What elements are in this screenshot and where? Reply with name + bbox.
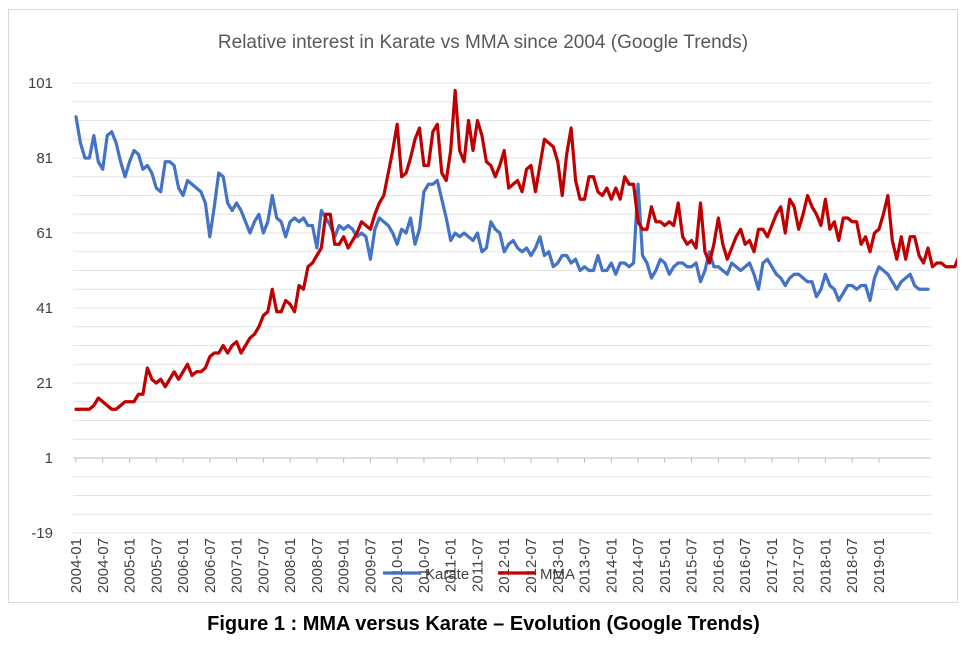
y-tick-label: 1 [45,450,53,467]
y-tick-label: 101 [28,75,53,92]
y-tick-label: 81 [36,150,53,167]
x-tick-label: 2006-07 [202,538,219,593]
x-tick-label: 2017-07 [791,538,808,593]
x-tick-label: 2013-01 [550,538,567,593]
figure-caption: Figure 1 : MMA versus Karate – Evolution… [207,613,760,635]
x-tick-label: 2005-01 [122,538,139,593]
x-tick-label: 2010-07 [416,538,433,593]
chart-area: Relative interest in Karate vs MMA since… [8,9,958,603]
x-tick-label: 2011-01 [443,538,460,592]
x-axis-ticks: 2004-01 2004-07 2005-01 2005-07 2006-01 2006-… [68,458,888,593]
x-tick-label: 2009-07 [362,538,379,593]
x-tick-label: 2013-07 [577,538,594,593]
x-tick-label: 2008-01 [282,538,299,593]
x-tick-label: 2012-01 [496,538,513,593]
x-tick-label: 2018-01 [817,538,834,593]
line-chart: Relative interest in Karate vs MMA since… [28,32,957,593]
legend: Karate MMA [383,566,575,583]
x-tick-label: 2015-01 [657,538,674,593]
y-axis-ticks: 101 81 61 41 21 1 -19 [28,75,53,542]
x-tick-label: 2009-01 [336,538,353,593]
x-tick-label: 2004-01 [68,538,85,593]
x-tick-label: 2015-07 [684,538,701,593]
x-tick-label: 2016-07 [737,538,754,593]
x-tick-label: 2006-01 [175,538,192,593]
legend-label-karate: Karate [425,566,469,583]
x-tick-label: 2010-01 [389,538,406,593]
x-tick-label: 2017-01 [764,538,781,593]
x-tick-label: 2014-07 [630,538,647,593]
x-tick-label: 2012-07 [523,538,540,593]
x-tick-label: 2007-01 [229,538,246,593]
series-line-karate [74,115,930,303]
series-lines [74,88,957,411]
series-line-mma [74,88,957,411]
y-tick-label: -19 [31,525,53,542]
x-tick-label: 2004-07 [95,538,112,593]
y-tick-label: 61 [36,225,53,242]
legend-label-mma: MMA [540,566,575,583]
x-tick-label: 2016-01 [710,538,727,593]
chart-title: Relative interest in Karate vs MMA since… [218,32,748,53]
x-tick-label: 2008-07 [309,538,326,593]
x-tick-label: 2014-01 [603,538,620,593]
x-tick-label: 2007-07 [255,538,272,593]
y-tick-label: 21 [36,375,53,392]
gridlines [73,82,931,534]
x-tick-label: 2019-01 [871,538,888,593]
x-tick-label: 2011-07 [469,538,486,592]
x-tick-label: 2005-07 [148,538,165,593]
x-tick-label: 2018-07 [844,538,861,593]
y-tick-label: 41 [36,300,53,317]
